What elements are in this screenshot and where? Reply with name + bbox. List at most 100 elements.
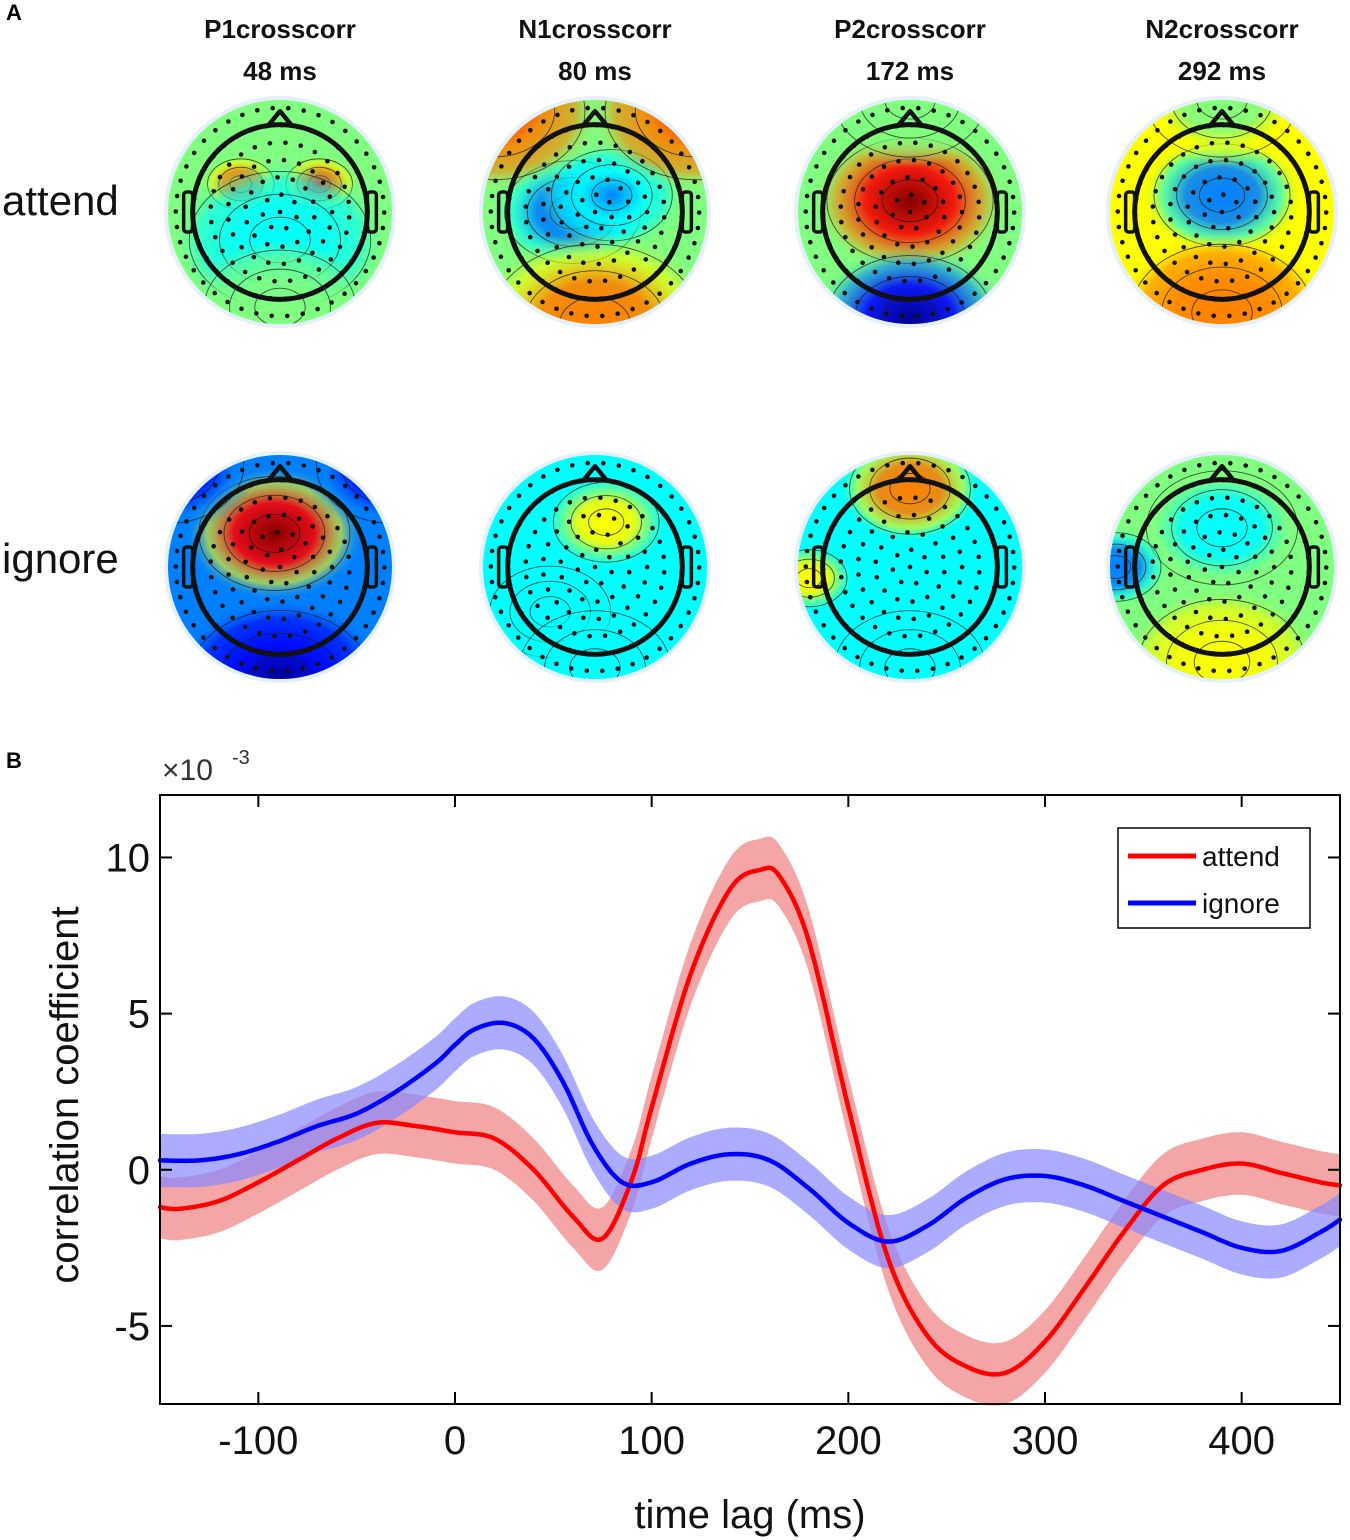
electrode-dot [1229, 633, 1235, 638]
electrode-dot [327, 549, 333, 555]
topomap-contour [229, 268, 331, 324]
electrode-dot [281, 157, 287, 163]
electrode-dot [567, 588, 572, 593]
electrode-dot [928, 498, 933, 504]
electrode-dot [976, 215, 982, 220]
electrode-dot [658, 128, 663, 134]
electrode-dot [860, 587, 866, 592]
electrode-dot [325, 158, 330, 164]
electrode-dot [847, 174, 853, 180]
electrode-dot [1153, 544, 1158, 549]
electrode-dot [855, 299, 860, 305]
electrode-dot [984, 494, 989, 499]
electrode-dot [860, 187, 866, 192]
electrode-dot [1115, 564, 1121, 569]
electrode-dot [1257, 306, 1262, 312]
electrode-dot [1288, 215, 1294, 220]
electrode-dot [286, 105, 291, 111]
electrode-dot [265, 597, 270, 602]
legend-box [1117, 827, 1311, 929]
electrode-dot [506, 623, 512, 628]
electrode-dot [967, 244, 973, 250]
electrode-dot [1222, 244, 1227, 249]
electrode-dot [337, 244, 343, 250]
electrode-dot [601, 105, 606, 111]
electrode-dot [1209, 141, 1215, 146]
panel-b-label: B [6, 748, 22, 773]
topomap-contour [591, 179, 633, 211]
electrode-dot [695, 580, 701, 586]
electrode-dot [532, 174, 538, 180]
electrode-dot [328, 612, 334, 617]
electrode-dot [592, 209, 598, 215]
electrode-dot [590, 175, 595, 180]
electrode-dot [1238, 161, 1244, 166]
electrode-dot [972, 646, 977, 651]
topomap-contour [1196, 100, 1248, 120]
electrode-dot [661, 215, 667, 220]
electrode-dot [1194, 145, 1200, 150]
electrode-dot [936, 584, 941, 589]
electrode-dot [238, 152, 244, 157]
electrode-dot [238, 507, 244, 512]
electrode-dot [631, 112, 636, 118]
electrode-dot [567, 500, 573, 505]
electrode-dot [249, 545, 254, 550]
electrode-dot [915, 668, 920, 674]
electrode-dot [267, 496, 273, 501]
electrode-dot [926, 516, 932, 521]
electrode-dot [1172, 615, 1177, 621]
left-ear [1123, 190, 1137, 234]
topomap-contour [665, 100, 707, 135]
electrode-dot [1262, 180, 1268, 186]
electrode-dot [984, 139, 989, 144]
electrode-dot [1228, 460, 1233, 466]
left-ear [1123, 545, 1137, 589]
electrode-dot [1125, 254, 1131, 259]
electrode-dot [489, 224, 495, 230]
electrode-dot [602, 633, 608, 638]
electrode-dot [226, 217, 231, 222]
electrode-dot [692, 595, 697, 601]
electrode-dot [585, 460, 590, 466]
electrode-dot [201, 280, 206, 285]
electrode-dot [320, 535, 326, 541]
line-attend [157, 865, 1343, 1377]
y-exponent-power: -3 [232, 747, 250, 769]
electrode-dot [506, 268, 512, 273]
electrode-dot [882, 233, 887, 238]
electrode-dot [1306, 506, 1311, 512]
plot-frame [159, 794, 1341, 1405]
electrode-dot [909, 547, 914, 552]
electrode-dot [916, 105, 921, 111]
electrode-dot [924, 214, 929, 220]
electrode-dot [566, 254, 572, 260]
electrode-dot [983, 635, 989, 641]
electrode-dot [1167, 299, 1172, 305]
electrode-dot [1120, 178, 1125, 184]
electrode-dot [541, 162, 547, 167]
nose-marker [265, 463, 295, 484]
electrode-dot [310, 524, 315, 529]
electrode-dot [580, 597, 585, 602]
electrode-dot [581, 158, 586, 164]
electrode-dot [587, 633, 592, 639]
topomap-field [798, 544, 855, 612]
legend: attend ignore [1117, 827, 1311, 929]
electrode-dot [1168, 119, 1173, 124]
electrode-dot [1010, 225, 1016, 231]
electrode-dot [310, 199, 316, 205]
electrode-dot [942, 569, 947, 575]
electrode-dot [1285, 483, 1290, 489]
electrode-dot [1223, 261, 1229, 267]
electrode-dot [869, 306, 874, 312]
topomap-contour [859, 100, 961, 139]
line-ignore [157, 1020, 1343, 1255]
electrode-dot [1245, 186, 1250, 191]
topomap-contour [366, 455, 392, 486]
electrode-dot [657, 539, 662, 545]
electrode-dot [346, 570, 352, 575]
electrode-dot [327, 194, 333, 200]
electrode-dot [310, 605, 315, 611]
electrode-dot [695, 194, 701, 200]
